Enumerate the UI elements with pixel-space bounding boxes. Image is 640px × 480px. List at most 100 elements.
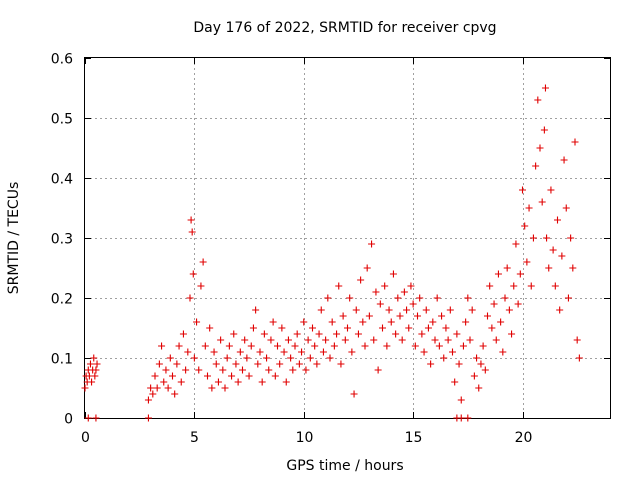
data-point xyxy=(158,342,166,350)
data-point xyxy=(175,342,183,350)
data-point xyxy=(206,324,214,332)
data-point xyxy=(182,366,190,374)
data-point xyxy=(236,348,244,356)
data-point xyxy=(188,228,196,236)
data-point xyxy=(370,336,378,344)
data-point xyxy=(396,312,404,320)
data-point xyxy=(199,258,207,266)
y-axis-label: SRMTID / TECUs xyxy=(6,182,22,295)
data-point xyxy=(153,384,161,392)
data-point xyxy=(234,378,242,386)
data-point xyxy=(411,342,419,350)
data-point xyxy=(295,360,303,368)
data-point xyxy=(394,294,402,302)
data-point xyxy=(337,360,345,368)
data-point xyxy=(298,348,306,356)
data-point xyxy=(457,396,465,404)
x-axis-label: GPS time / hours xyxy=(286,458,403,474)
data-point xyxy=(558,252,566,260)
data-point xyxy=(573,336,581,344)
data-point xyxy=(265,366,273,374)
data-point xyxy=(81,384,89,392)
data-point xyxy=(451,378,459,386)
data-point xyxy=(545,264,553,272)
data-point xyxy=(387,318,395,326)
data-point xyxy=(429,318,437,326)
data-point xyxy=(335,282,343,290)
data-point xyxy=(223,354,231,362)
x-tick-label: 5 xyxy=(190,430,199,446)
data-point xyxy=(470,372,478,380)
data-point xyxy=(260,330,268,338)
x-tick-label: 0 xyxy=(81,430,90,446)
data-point xyxy=(449,348,456,356)
data-point xyxy=(547,186,555,194)
data-point xyxy=(309,324,316,332)
data-point xyxy=(490,300,498,308)
data-point xyxy=(271,372,279,380)
data-point xyxy=(372,288,380,296)
data-point xyxy=(416,294,424,302)
data-point xyxy=(241,336,249,344)
data-point xyxy=(204,372,211,380)
data-point xyxy=(422,306,430,314)
data-points xyxy=(81,84,583,422)
x-tick-label: 15 xyxy=(405,430,423,446)
data-point xyxy=(269,318,277,326)
data-point xyxy=(536,144,544,152)
data-point xyxy=(263,354,271,362)
data-point xyxy=(407,282,415,290)
data-point xyxy=(190,354,198,362)
data-point xyxy=(477,360,485,368)
y-tick-label: 0.5 xyxy=(51,112,73,128)
data-point xyxy=(144,396,152,404)
data-point xyxy=(232,360,240,368)
data-point xyxy=(420,348,428,356)
data-point xyxy=(291,342,299,350)
data-point xyxy=(554,216,561,224)
data-point xyxy=(457,414,465,422)
data-point xyxy=(90,354,98,362)
data-point xyxy=(322,336,330,344)
data-point xyxy=(306,354,314,362)
chart-title: Day 176 of 2022, SRMTID for receiver cpv… xyxy=(193,20,496,36)
data-point xyxy=(571,138,579,146)
data-point xyxy=(219,366,227,374)
data-point xyxy=(409,300,417,308)
data-point xyxy=(499,348,507,356)
data-point xyxy=(357,276,365,284)
data-point xyxy=(91,372,99,380)
data-point xyxy=(149,390,157,398)
data-point xyxy=(225,342,233,350)
data-point xyxy=(302,366,310,374)
data-point xyxy=(249,324,257,332)
data-point xyxy=(540,126,548,134)
data-point xyxy=(440,354,448,362)
data-point xyxy=(300,318,308,326)
data-point xyxy=(466,336,474,344)
data-point xyxy=(352,306,360,314)
data-point xyxy=(254,360,262,368)
data-point xyxy=(560,156,568,164)
data-point xyxy=(280,348,288,356)
data-point xyxy=(405,324,413,332)
data-point xyxy=(475,384,483,392)
data-point xyxy=(171,390,179,398)
data-point xyxy=(525,204,533,212)
data-point xyxy=(516,270,524,278)
data-point xyxy=(519,186,526,194)
data-point xyxy=(267,336,275,344)
data-point xyxy=(210,348,218,356)
data-point xyxy=(284,336,292,344)
data-point xyxy=(379,324,386,332)
data-point xyxy=(144,414,152,422)
data-point xyxy=(179,330,187,338)
data-point xyxy=(433,294,441,302)
data-point xyxy=(492,336,500,344)
data-point xyxy=(505,306,513,314)
data-point xyxy=(162,366,170,374)
data-point xyxy=(324,294,332,302)
data-point xyxy=(326,354,334,362)
data-point xyxy=(169,372,176,380)
data-point xyxy=(374,366,382,374)
